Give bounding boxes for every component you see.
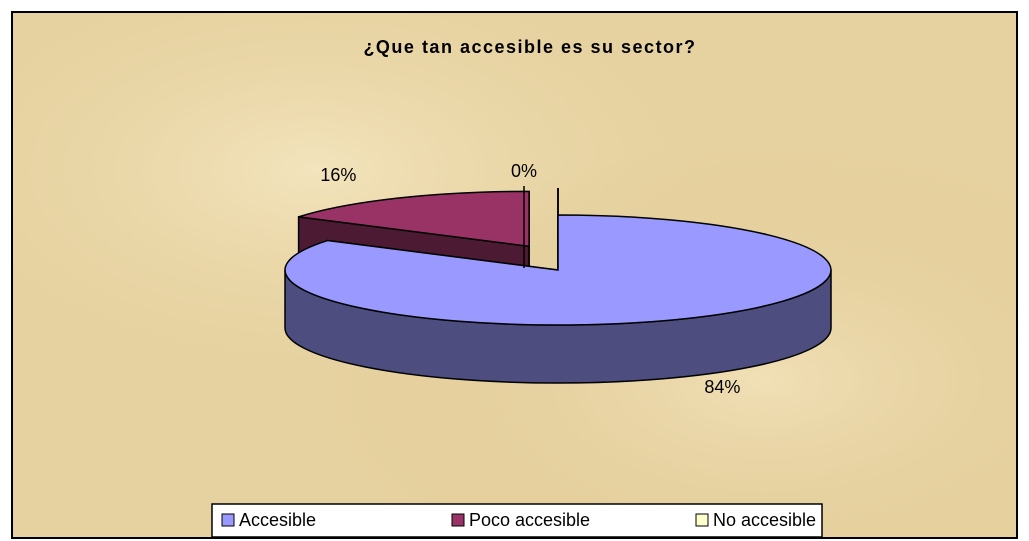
data-label: 0%: [511, 161, 537, 181]
legend-swatch: [451, 513, 465, 527]
legend-box: [211, 503, 823, 538]
data-label: 84%: [704, 377, 740, 397]
chart-title: ¿Que tan accesible es su sector?: [363, 37, 696, 57]
slice: [284, 214, 832, 326]
legend-label: Poco accesible: [469, 510, 590, 530]
legend: Accesible Poco accesible No accesible: [221, 510, 816, 530]
pie: 84% 16% 0%: [284, 161, 832, 397]
legend-swatch: [221, 513, 235, 527]
slice: [298, 190, 530, 248]
data-label: 16%: [320, 165, 356, 185]
legend-label: No accesible: [713, 510, 816, 530]
legend-swatch: [695, 513, 709, 527]
legend-label: Accesible: [239, 510, 316, 530]
chart-border: [11, 11, 1018, 539]
